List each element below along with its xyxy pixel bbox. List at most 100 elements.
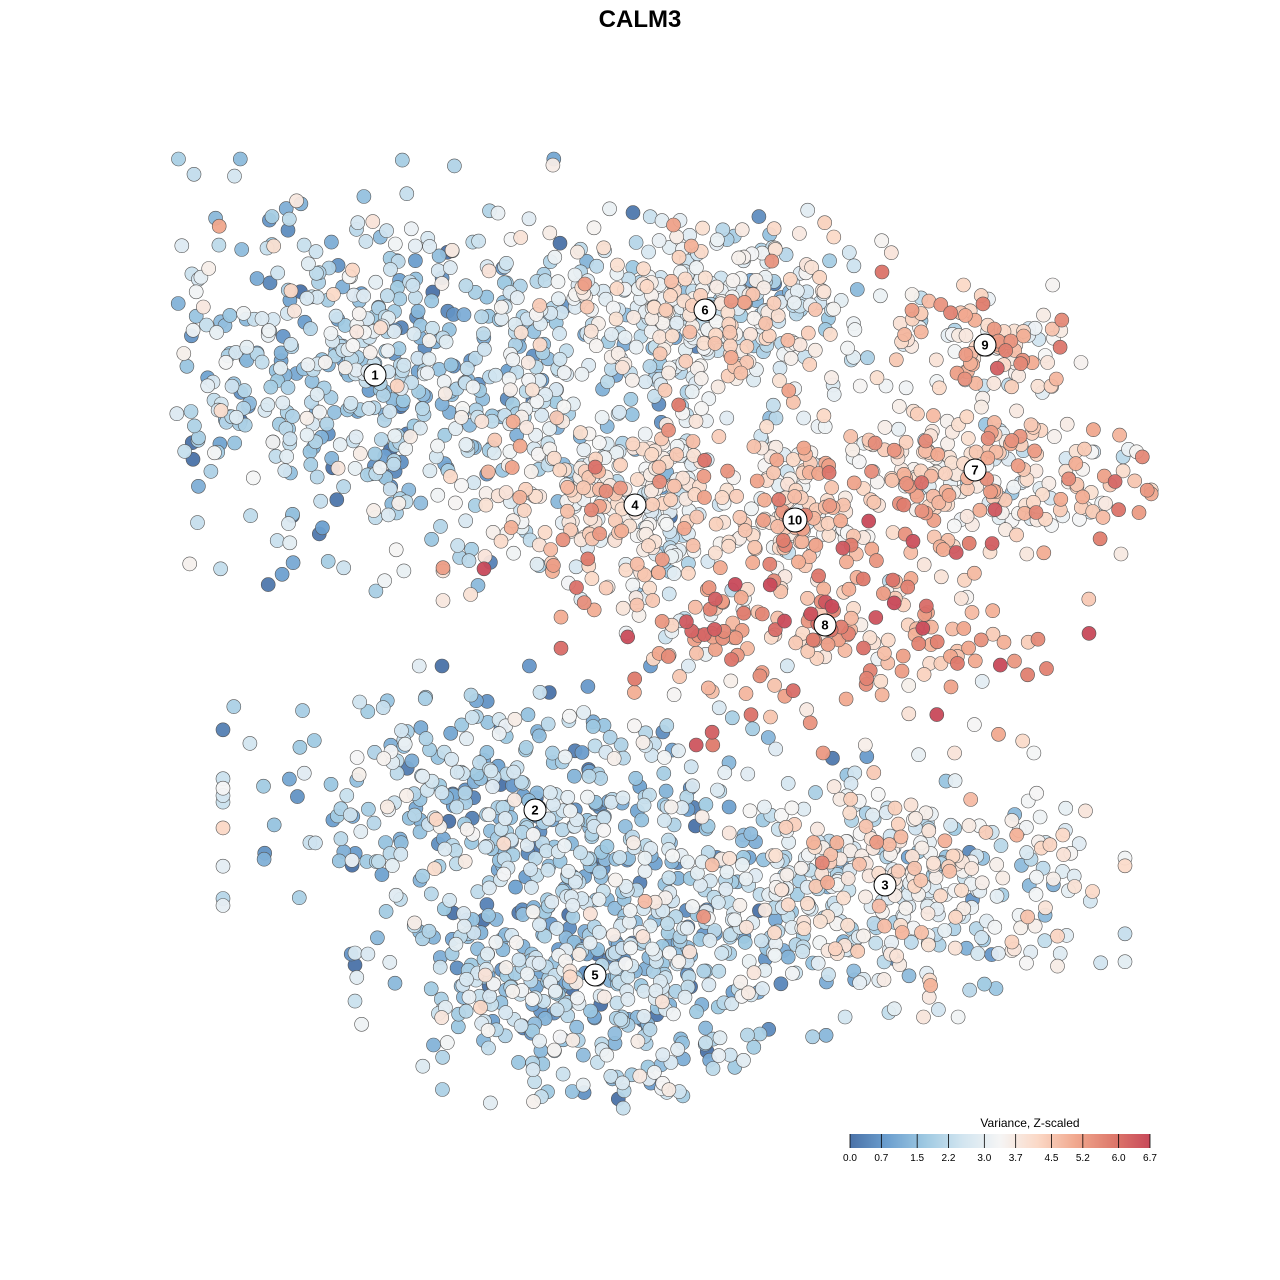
cell-point <box>891 421 906 437</box>
cell-point <box>740 641 755 656</box>
cell-point <box>933 888 948 904</box>
cell-point <box>612 850 628 865</box>
cell-point <box>513 1018 529 1034</box>
cell-point <box>697 452 712 468</box>
cell-point <box>655 1047 671 1063</box>
cell-point <box>344 853 360 868</box>
cell-point <box>1135 449 1150 465</box>
cell-point <box>679 920 695 936</box>
cell-point <box>614 523 629 539</box>
cell-point <box>696 909 711 925</box>
cell-point <box>867 435 883 451</box>
cell-point <box>760 730 776 745</box>
cell-point <box>1127 473 1142 489</box>
cell-point <box>565 898 581 913</box>
cell-point <box>698 1020 713 1036</box>
cell-point <box>415 868 430 884</box>
cell-point <box>1068 456 1084 471</box>
cell-point <box>509 935 524 950</box>
cell-point <box>880 632 896 648</box>
cell-point <box>279 449 295 464</box>
cell-point <box>313 493 329 509</box>
cell-point <box>555 1066 571 1082</box>
cell-point <box>412 420 428 436</box>
cell-point <box>1009 527 1024 543</box>
cell-point <box>910 406 925 422</box>
cell-point <box>796 921 812 937</box>
cell-point <box>379 223 394 238</box>
cell-point <box>933 569 949 585</box>
cell-point <box>700 680 716 696</box>
cell-point <box>796 410 812 426</box>
cell-point <box>605 927 621 943</box>
cell-point <box>714 945 730 961</box>
cell-point <box>826 387 842 402</box>
cell-point <box>260 577 276 592</box>
cell-point <box>816 581 832 597</box>
cell-point <box>1092 531 1108 547</box>
cell-point <box>787 295 802 311</box>
cell-point <box>456 918 472 934</box>
cell-point <box>571 947 587 962</box>
cell-point <box>890 863 906 879</box>
cell-point <box>483 763 499 779</box>
cell-point <box>961 535 977 551</box>
cell-point <box>637 850 653 866</box>
cell-point <box>211 218 227 234</box>
cell-point <box>494 299 509 315</box>
cell-point <box>227 435 242 451</box>
cell-point <box>921 937 936 953</box>
cell-point <box>752 1026 768 1042</box>
cell-point <box>580 789 595 805</box>
cell-point <box>556 399 572 415</box>
cell-point <box>931 1002 946 1017</box>
cell-point <box>689 260 704 276</box>
cell-point <box>887 800 903 816</box>
cell-point <box>1010 458 1026 474</box>
cell-point <box>629 597 645 613</box>
cell-point <box>806 835 821 850</box>
cell-point <box>560 479 575 495</box>
cell-point <box>411 658 427 674</box>
cell-point <box>800 896 815 911</box>
cell-point <box>458 278 474 294</box>
cell-point <box>816 284 832 300</box>
cell-point <box>308 244 324 259</box>
cell-point <box>898 380 914 396</box>
colorbar-tick-label: 4.5 <box>1045 1153 1059 1164</box>
cell-point <box>689 509 705 525</box>
cell-point <box>410 303 426 319</box>
cell-point <box>209 325 224 340</box>
cell-point <box>916 667 932 682</box>
cell-point <box>983 484 998 500</box>
cell-point <box>694 809 710 825</box>
cell-point <box>714 490 730 505</box>
cell-point <box>628 235 644 250</box>
cell-point <box>625 205 641 220</box>
cell-point <box>770 519 786 534</box>
cell-point <box>858 889 873 905</box>
cell-points <box>169 151 1159 1116</box>
cell-point <box>754 606 770 622</box>
cell-point <box>782 272 798 287</box>
cell-point <box>743 826 759 842</box>
cell-point <box>687 599 703 615</box>
cell-point <box>599 839 615 854</box>
cell-point <box>1067 879 1082 894</box>
cell-point <box>928 352 944 368</box>
cell-point <box>553 609 569 625</box>
cell-point <box>1098 496 1113 511</box>
cell-point <box>581 768 597 784</box>
cell-point <box>553 640 569 656</box>
cluster-label-2: 2 <box>523 798 547 822</box>
cell-point <box>670 1042 686 1057</box>
cell-point <box>394 723 409 738</box>
cell-point <box>868 610 884 625</box>
cell-point <box>350 215 366 230</box>
cell-point <box>628 770 644 786</box>
cell-point <box>626 310 641 325</box>
cell-point <box>824 599 840 614</box>
cell-point <box>476 326 491 342</box>
cell-point <box>229 409 244 425</box>
cell-point <box>711 429 727 444</box>
